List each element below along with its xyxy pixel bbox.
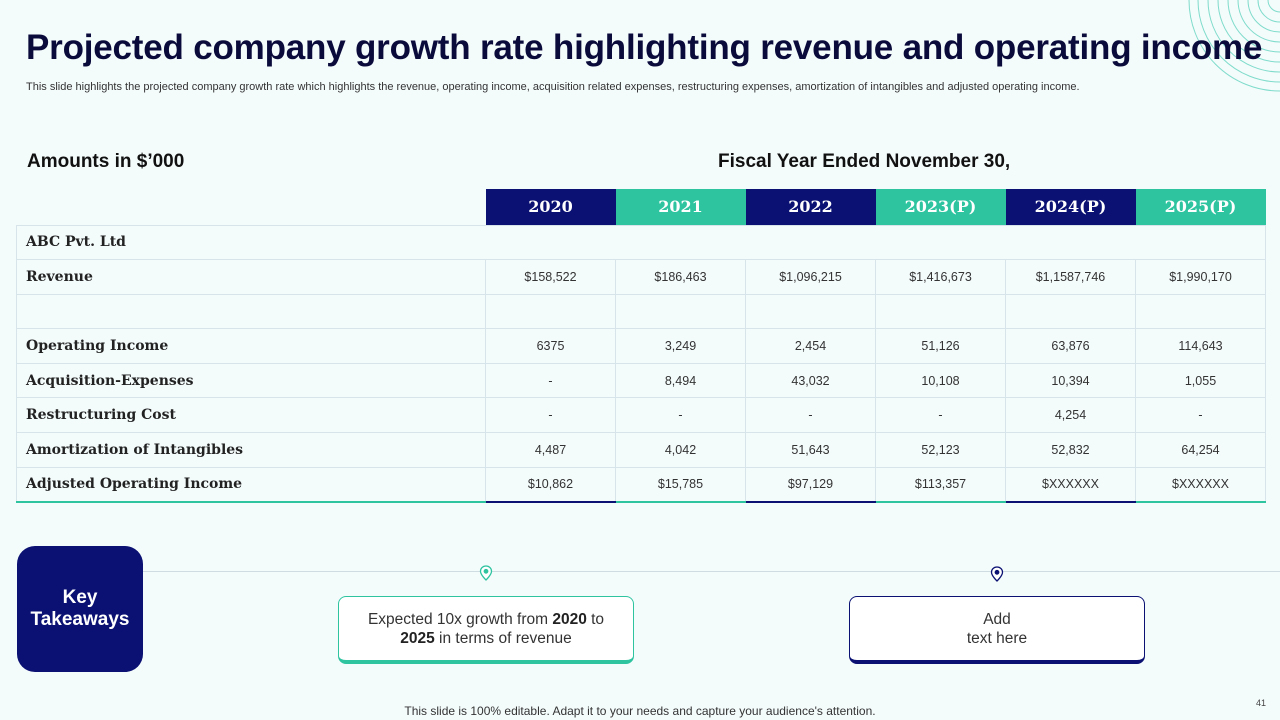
table-cell: 63,876 xyxy=(1005,328,1136,364)
location-pin-icon xyxy=(479,565,493,581)
year-header-row: 2020 2021 2022 2023(P) 2024(P) 2025(P) xyxy=(17,189,1266,225)
year-header: 2021 xyxy=(615,189,746,225)
table-cell: $15,785 xyxy=(615,466,746,503)
table-cell xyxy=(615,293,746,330)
table-row: Adjusted Operating Income $10,862 $15,78… xyxy=(16,466,1266,503)
table-cell: $97,129 xyxy=(745,466,876,503)
table-cell: 52,123 xyxy=(875,432,1006,468)
key-takeaways-line1: Key xyxy=(62,587,98,608)
location-pin-icon xyxy=(990,566,1004,582)
amounts-label: Amounts in $’000 xyxy=(27,151,185,172)
table-cell: $186,463 xyxy=(615,259,746,295)
row-label: Amortization of Intangibles xyxy=(16,432,486,468)
table-cell xyxy=(1005,293,1136,330)
table-cell: 4,042 xyxy=(615,432,746,468)
table-cell: 51,126 xyxy=(875,328,1006,364)
row-label: Acquisition-Expenses xyxy=(16,362,486,399)
table-cell: $10,862 xyxy=(485,466,616,503)
table-cell: 64,254 xyxy=(1135,432,1266,468)
timeline-line xyxy=(140,571,1280,572)
row-label: Restructuring Cost xyxy=(16,397,486,434)
header-blank xyxy=(17,189,486,225)
year-header: 2022 xyxy=(745,189,876,225)
table-row: Acquisition-Expenses - 8,494 43,032 10,1… xyxy=(16,362,1266,399)
growth-end-year: 2025 xyxy=(400,629,435,647)
takeaway-card-growth: Expected 10x growth from 2020 to 2025 in… xyxy=(338,596,634,664)
table-cell: 43,032 xyxy=(745,362,876,399)
table-cell: $XXXXXX xyxy=(1135,466,1266,503)
key-takeaways-box: Key Takeaways xyxy=(17,546,143,672)
table-cell: 114,643 xyxy=(1135,328,1266,364)
page-subtitle: This slide highlights the projected comp… xyxy=(26,81,1080,93)
row-label xyxy=(16,293,486,330)
table-cell: $1,1587,746 xyxy=(1005,259,1136,295)
table-cell: 2,454 xyxy=(745,328,876,364)
table-row: Revenue $158,522 $186,463 $1,096,215 $1,… xyxy=(16,259,1266,295)
table-row: Operating Income 6375 3,249 2,454 51,126… xyxy=(16,328,1266,364)
table-cell: $1,416,673 xyxy=(875,259,1006,295)
table-row: Amortization of Intangibles 4,487 4,042 … xyxy=(16,432,1266,468)
financial-table: 2020 2021 2022 2023(P) 2024(P) 2025(P) A… xyxy=(16,189,1266,503)
table-cell: 4,487 xyxy=(485,432,616,468)
table-cell: 10,108 xyxy=(875,362,1006,399)
table-cell: $XXXXXX xyxy=(1005,466,1136,503)
table-cell: 8,494 xyxy=(615,362,746,399)
table-cell xyxy=(875,293,1006,330)
table-cell xyxy=(745,293,876,330)
table-cell: $113,357 xyxy=(875,466,1006,503)
table-cell: - xyxy=(485,362,616,399)
table-cell: 1,055 xyxy=(1135,362,1266,399)
table-cell: 52,832 xyxy=(1005,432,1136,468)
table-cell: 3,249 xyxy=(615,328,746,364)
page-title: Projected company growth rate highlighti… xyxy=(26,28,1263,67)
table-cell: $1,096,215 xyxy=(745,259,876,295)
row-label: Adjusted Operating Income xyxy=(16,466,486,503)
table-cell: 4,254 xyxy=(1005,397,1136,434)
row-label: Revenue xyxy=(16,259,486,295)
table-cell: 6375 xyxy=(485,328,616,364)
fiscal-year-label: Fiscal Year Ended November 30, xyxy=(718,151,1011,172)
table-cell xyxy=(1135,293,1266,330)
table-cell: - xyxy=(1135,397,1266,434)
year-header: 2023(P) xyxy=(875,189,1006,225)
takeaway-card-placeholder[interactable]: Add text here xyxy=(849,596,1145,664)
table-cell: - xyxy=(485,397,616,434)
page-number: 41 xyxy=(1255,698,1266,708)
year-header: 2024(P) xyxy=(1005,189,1136,225)
growth-start-year: 2020 xyxy=(552,610,587,628)
footer-note: This slide is 100% editable. Adapt it to… xyxy=(404,704,876,718)
table-cell: 51,643 xyxy=(745,432,876,468)
table-row xyxy=(16,293,1266,330)
table-cell: $158,522 xyxy=(485,259,616,295)
year-header: 2025(P) xyxy=(1135,189,1266,225)
table-cell: - xyxy=(745,397,876,434)
table-cell: $1,990,170 xyxy=(1135,259,1266,295)
company-name: ABC Pvt. Ltd xyxy=(16,224,486,261)
year-header: 2020 xyxy=(485,189,616,225)
placeholder-line1: Add xyxy=(983,610,1011,628)
placeholder-line2: text here xyxy=(966,629,1028,647)
company-row: ABC Pvt. Ltd xyxy=(16,224,1266,261)
table-cell: - xyxy=(615,397,746,434)
table-row: Restructuring Cost - - - - 4,254 - xyxy=(16,397,1266,434)
table-cell: 10,394 xyxy=(1005,362,1136,399)
row-label: Operating Income xyxy=(16,328,486,364)
table-cell xyxy=(485,293,616,330)
table-cell: - xyxy=(875,397,1006,434)
key-takeaways-line2: Takeaways xyxy=(30,609,130,630)
